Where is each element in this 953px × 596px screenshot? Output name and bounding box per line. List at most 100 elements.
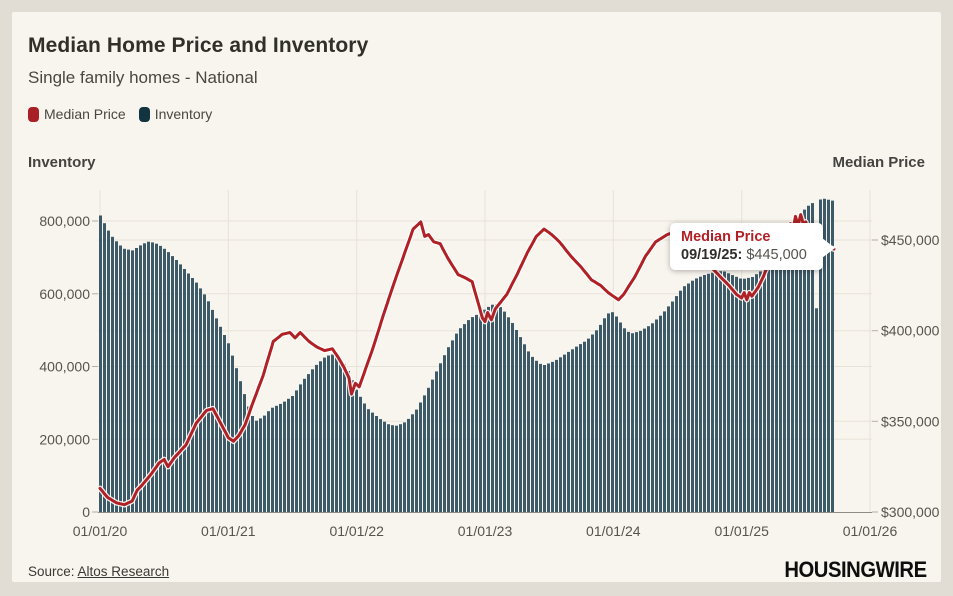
inventory-bar[interactable]: [287, 398, 290, 512]
inventory-bar[interactable]: [567, 351, 570, 512]
inventory-bar[interactable]: [667, 306, 670, 512]
inventory-bar[interactable]: [327, 355, 330, 513]
inventory-bar[interactable]: [719, 271, 722, 512]
inventory-bar[interactable]: [763, 268, 766, 512]
inventory-bar[interactable]: [263, 415, 266, 512]
inventory-bar[interactable]: [135, 248, 138, 512]
inventory-bar[interactable]: [299, 384, 302, 512]
inventory-bar[interactable]: [291, 396, 294, 512]
inventory-bar[interactable]: [751, 277, 754, 512]
inventory-bar[interactable]: [711, 272, 714, 512]
inventory-bar[interactable]: [699, 276, 702, 512]
inventory-bar[interactable]: [259, 418, 262, 512]
inventory-bar[interactable]: [539, 363, 542, 512]
inventory-bar[interactable]: [779, 246, 782, 512]
inventory-bar[interactable]: [471, 317, 474, 512]
inventory-bar[interactable]: [123, 248, 126, 513]
inventory-bar[interactable]: [159, 245, 162, 512]
inventory-bar[interactable]: [771, 259, 774, 512]
inventory-bar[interactable]: [623, 328, 626, 512]
inventory-bar[interactable]: [283, 401, 286, 512]
inventory-bar[interactable]: [507, 317, 510, 512]
inventory-bar[interactable]: [519, 337, 522, 512]
inventory-bar[interactable]: [647, 326, 650, 512]
inventory-bar[interactable]: [223, 335, 226, 512]
inventory-bar[interactable]: [747, 277, 750, 512]
inventory-bar[interactable]: [755, 274, 758, 512]
inventory-bar[interactable]: [483, 309, 486, 512]
inventory-bar[interactable]: [787, 233, 790, 512]
inventory-bar[interactable]: [139, 245, 142, 512]
inventory-bar[interactable]: [203, 294, 206, 512]
inventory-bar[interactable]: [423, 395, 426, 512]
inventory-bar[interactable]: [115, 241, 118, 513]
inventory-bar[interactable]: [551, 361, 554, 512]
inventory-bar[interactable]: [335, 355, 338, 512]
inventory-bar[interactable]: [443, 355, 446, 512]
inventory-bar[interactable]: [431, 379, 434, 512]
inventory-bar[interactable]: [391, 425, 394, 512]
inventory-bar[interactable]: [723, 271, 726, 513]
inventory-bar[interactable]: [307, 374, 310, 512]
inventory-bar[interactable]: [455, 333, 458, 512]
inventory-bar[interactable]: [451, 340, 454, 512]
inventory-bar[interactable]: [487, 306, 490, 512]
inventory-bar[interactable]: [187, 273, 190, 513]
inventory-bar[interactable]: [715, 271, 718, 512]
inventory-bar[interactable]: [243, 394, 246, 512]
inventory-bar[interactable]: [303, 378, 306, 512]
inventory-bar[interactable]: [383, 421, 386, 512]
inventory-bar[interactable]: [347, 371, 350, 512]
inventory-bar[interactable]: [759, 271, 762, 512]
inventory-bar[interactable]: [167, 252, 170, 512]
inventory-bar[interactable]: [231, 355, 234, 512]
inventory-bar[interactable]: [427, 387, 430, 512]
inventory-bar[interactable]: [631, 333, 634, 512]
inventory-bar[interactable]: [403, 422, 406, 512]
inventory-bar[interactable]: [295, 390, 298, 512]
inventory-bar[interactable]: [143, 243, 146, 513]
inventory-bar[interactable]: [315, 364, 318, 512]
inventory-bar[interactable]: [527, 351, 530, 512]
inventory-bar[interactable]: [831, 200, 834, 512]
inventory-bar[interactable]: [655, 319, 658, 513]
inventory-bar[interactable]: [815, 308, 818, 512]
inventory-bars[interactable]: [99, 198, 834, 513]
inventory-bar[interactable]: [579, 344, 582, 512]
inventory-bar[interactable]: [651, 323, 654, 512]
inventory-bar[interactable]: [415, 409, 418, 512]
inventory-bar[interactable]: [575, 346, 578, 512]
inventory-bar[interactable]: [627, 331, 630, 512]
inventory-bar[interactable]: [783, 239, 786, 512]
inventory-bar[interactable]: [791, 226, 794, 513]
inventory-bar[interactable]: [179, 264, 182, 512]
inventory-bar[interactable]: [587, 338, 590, 512]
inventory-bar[interactable]: [407, 418, 410, 512]
inventory-bar[interactable]: [435, 371, 438, 512]
inventory-bar[interactable]: [375, 416, 378, 512]
inventory-bar[interactable]: [107, 230, 110, 512]
inventory-bar[interactable]: [319, 361, 322, 512]
inventory-bar[interactable]: [803, 209, 806, 512]
inventory-bar[interactable]: [331, 354, 334, 513]
inventory-bar[interactable]: [583, 341, 586, 512]
inventory-bar[interactable]: [311, 369, 314, 512]
inventory-bar[interactable]: [743, 278, 746, 512]
inventory-bar[interactable]: [247, 406, 250, 513]
inventory-bar[interactable]: [679, 290, 682, 512]
inventory-bar[interactable]: [595, 330, 598, 512]
inventory-bar[interactable]: [495, 304, 498, 512]
inventory-bar[interactable]: [419, 402, 422, 513]
inventory-bar[interactable]: [543, 365, 546, 512]
inventory-bar[interactable]: [691, 280, 694, 512]
inventory-bar[interactable]: [463, 324, 466, 512]
inventory-bar[interactable]: [807, 205, 810, 512]
inventory-bar[interactable]: [199, 288, 202, 512]
inventory-bar[interactable]: [163, 248, 166, 513]
inventory-bar[interactable]: [151, 242, 154, 512]
inventory-bar[interactable]: [355, 389, 358, 512]
inventory-bar[interactable]: [531, 356, 534, 512]
inventory-bar[interactable]: [739, 278, 742, 513]
inventory-bar[interactable]: [643, 328, 646, 512]
inventory-bar[interactable]: [475, 314, 478, 512]
